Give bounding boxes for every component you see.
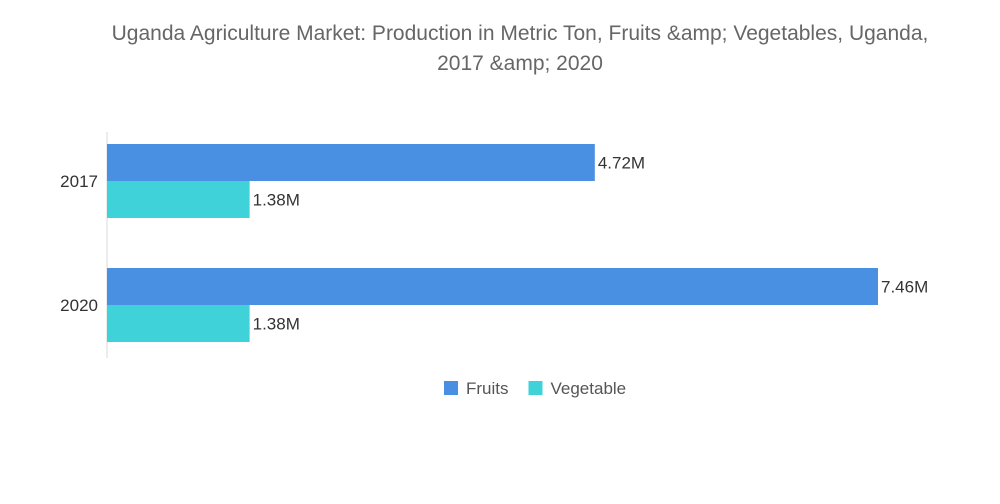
- y-axis-ticks: 2017 2020: [60, 172, 98, 315]
- legend-label-vegetable: Vegetable: [551, 379, 627, 398]
- bar-fruits-2020: [107, 268, 878, 305]
- y-tick-label-2020: 2020: [60, 296, 98, 315]
- data-label-fruits-2017: 4.72M: [598, 154, 645, 173]
- legend: Fruits Vegetable: [444, 379, 626, 398]
- data-label-vegetable-2020: 1.38M: [253, 315, 300, 334]
- data-labels: 4.72M 1.38M 7.46M 1.38M: [253, 154, 929, 334]
- legend-swatch-vegetable: [528, 381, 543, 395]
- legend-label-fruits: Fruits: [466, 379, 509, 398]
- data-label-fruits-2020: 7.46M: [881, 278, 928, 297]
- chart-title-line-1: Uganda Agriculture Market: Production in…: [112, 22, 929, 45]
- data-label-vegetable-2017: 1.38M: [253, 191, 300, 210]
- bar-vegetable-2017: [107, 181, 250, 218]
- chart-title-line-2: 2017 &amp; 2020: [437, 52, 603, 75]
- chart-title: Uganda Agriculture Market: Production in…: [112, 22, 929, 75]
- bar-fruits-2017: [107, 144, 595, 181]
- bars: [107, 144, 878, 342]
- legend-swatch-fruits: [444, 381, 458, 395]
- bar-vegetable-2020: [107, 305, 250, 342]
- y-tick-label-2017: 2017: [60, 172, 98, 191]
